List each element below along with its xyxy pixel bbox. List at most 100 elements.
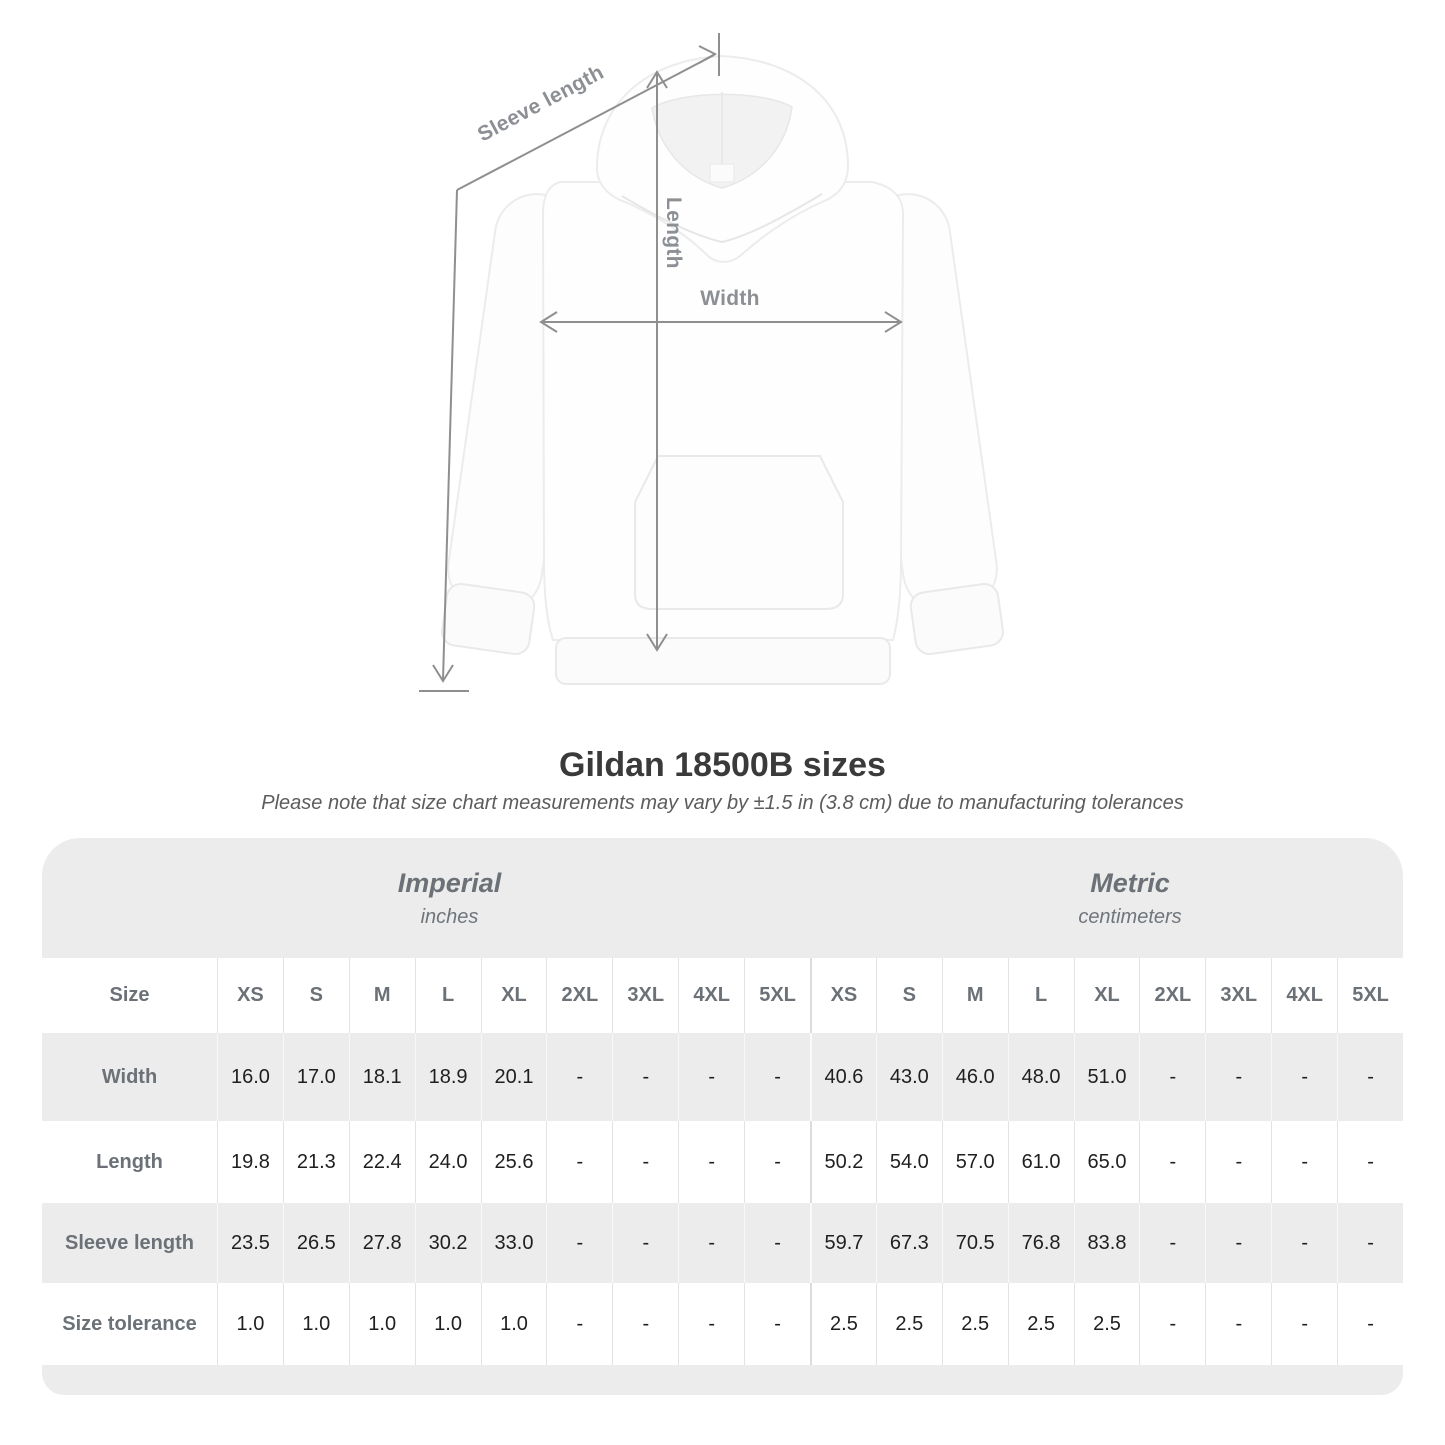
value-cell: -: [612, 1033, 679, 1121]
size-header-metric-2xl: 2XL: [1139, 958, 1205, 1033]
value-cell: 2.5: [1073, 1283, 1140, 1365]
value-cell: 26.5: [282, 1203, 349, 1283]
value-cell: 1.0: [480, 1283, 547, 1365]
value-cell: 16.0: [217, 1033, 283, 1121]
value-cell: 19.8: [217, 1121, 283, 1203]
table-header-band: Imperial inches Metric centimeters: [42, 838, 1403, 958]
value-cell: -: [744, 1033, 810, 1121]
value-cell: -: [744, 1283, 810, 1365]
value-cell: -: [1271, 1283, 1337, 1365]
value-cell: 33.0: [480, 1203, 547, 1283]
value-cell: 61.0: [1007, 1121, 1074, 1203]
value-cell: 59.7: [809, 1203, 876, 1283]
value-cell: -: [612, 1203, 679, 1283]
value-cell: -: [1139, 1121, 1205, 1203]
value-cell: 1.0: [414, 1283, 481, 1365]
size-header-imperial-4xl: 4XL: [678, 958, 744, 1033]
length-label: Length: [662, 197, 685, 269]
size-header-imperial-2xl: 2XL: [546, 958, 612, 1033]
value-cell: 20.1: [480, 1033, 547, 1121]
imperial-section-header: Imperial inches: [42, 838, 857, 958]
value-cell: -: [744, 1121, 810, 1203]
size-header-metric-4xl: 4XL: [1271, 958, 1337, 1033]
row-label: Sleeve length: [42, 1203, 217, 1283]
size-table: Imperial inches Metric centimeters Size X…: [42, 838, 1403, 1395]
value-cell: 18.1: [348, 1033, 415, 1121]
value-cell: 70.5: [941, 1203, 1008, 1283]
hood-neck-tag: [709, 163, 735, 183]
hoodie-hem-band: [555, 637, 891, 685]
value-cell: -: [1139, 1203, 1206, 1283]
value-cell: -: [546, 1121, 612, 1203]
sleeve-length-arrow: [419, 33, 720, 692]
value-cell: -: [1337, 1121, 1403, 1203]
value-cell: -: [1271, 1121, 1337, 1203]
value-cell: 2.5: [1007, 1283, 1074, 1365]
size-header-imperial-s: S: [282, 958, 349, 1033]
value-cell: 2.5: [809, 1283, 876, 1365]
value-cell: -: [1205, 1283, 1271, 1365]
value-cell: -: [1337, 1033, 1403, 1121]
size-header-metric-xs: XS: [809, 958, 876, 1033]
value-cell: 30.2: [414, 1203, 481, 1283]
value-cell: -: [546, 1283, 612, 1365]
value-cell: -: [678, 1203, 745, 1283]
width-label: Width: [700, 287, 760, 310]
size-corner-label: Size: [109, 984, 150, 1006]
size-header-imperial-m: M: [348, 958, 415, 1033]
size-header-metric-s: S: [875, 958, 942, 1033]
value-cell: 27.8: [348, 1203, 415, 1283]
imperial-section-title: Imperial: [397, 867, 502, 898]
value-cell: 1.0: [217, 1283, 283, 1365]
value-cell: -: [1271, 1203, 1338, 1283]
value-cell: 83.8: [1073, 1203, 1140, 1283]
value-cell: -: [1337, 1203, 1403, 1283]
value-cell: 46.0: [941, 1033, 1008, 1121]
value-cell: 65.0: [1073, 1121, 1140, 1203]
row-label: Size tolerance: [62, 1312, 197, 1335]
value-cell: -: [1271, 1033, 1338, 1121]
size-header-imperial-5xl: 5XL: [744, 958, 810, 1033]
value-cell: 76.8: [1007, 1203, 1074, 1283]
hood-right-flap-seam: [721, 193, 823, 243]
value-cell: -: [1337, 1283, 1403, 1365]
value-cell: -: [1139, 1283, 1205, 1365]
metric-section-title: Metric: [1090, 867, 1170, 898]
size-header-metric-3xl: 3XL: [1205, 958, 1271, 1033]
value-cell: -: [612, 1121, 678, 1203]
value-cell: 24.0: [414, 1121, 481, 1203]
value-cell: 2.5: [941, 1283, 1008, 1365]
value-cell: 21.3: [282, 1121, 349, 1203]
width-arrow: [539, 311, 903, 333]
length-arrow: [646, 70, 668, 652]
table-footer-band: [42, 1365, 1403, 1395]
size-header-imperial-l: L: [414, 958, 481, 1033]
size-header-imperial-xl: XL: [480, 958, 547, 1033]
size-grid: Size XS S M L XL 2XL 3XL 4XL 5XL XS S M L XL 2XL 3XL 4XL 5…: [42, 958, 1403, 1365]
hoodie-pocket: [634, 455, 844, 610]
value-cell: 50.2: [809, 1121, 876, 1203]
value-cell: -: [612, 1283, 678, 1365]
value-cell: 23.5: [217, 1203, 283, 1283]
value-cell: 40.6: [809, 1033, 876, 1121]
value-cell: -: [678, 1033, 745, 1121]
value-cell: 54.0: [875, 1121, 942, 1203]
size-header-metric-m: M: [941, 958, 1008, 1033]
value-cell: 51.0: [1073, 1033, 1140, 1121]
tolerance-note: Please note that size chart measurements…: [261, 792, 1184, 814]
value-cell: 48.0: [1007, 1033, 1074, 1121]
imperial-section-unit: inches: [420, 905, 479, 928]
size-header-imperial-xs: XS: [217, 958, 283, 1033]
page-title: Gildan 18500B sizes: [559, 746, 886, 784]
value-cell: 17.0: [282, 1033, 349, 1121]
value-cell: -: [744, 1203, 810, 1283]
value-cell: -: [546, 1203, 613, 1283]
value-cell: 18.9: [414, 1033, 481, 1121]
size-header-metric-5xl: 5XL: [1337, 958, 1403, 1033]
value-cell: 67.3: [875, 1203, 942, 1283]
value-cell: -: [1205, 1203, 1272, 1283]
row-label: Width: [42, 1033, 217, 1121]
metric-section-unit: centimeters: [1078, 905, 1182, 928]
value-cell: -: [546, 1033, 613, 1121]
